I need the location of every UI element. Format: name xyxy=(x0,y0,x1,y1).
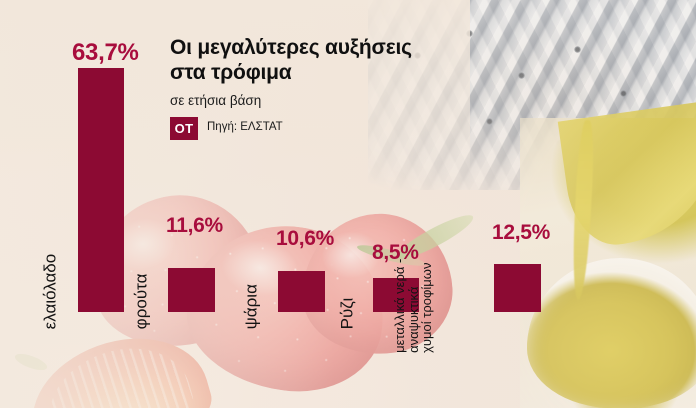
bar-value-nera-anapsyktika-chymoi: 12,5% xyxy=(492,221,551,244)
bar-nera-anapsyktika-chymoi xyxy=(494,264,541,312)
header: Οι μεγαλύτερες αυξήσεις στα τρόφιμα σε ε… xyxy=(170,36,480,140)
bar-label-elaiolado: ελαιόλαδο xyxy=(40,253,60,330)
bar-label-frouta: φρούτα xyxy=(131,273,151,330)
ot-logo: OT xyxy=(170,116,198,140)
bar-elaiolado xyxy=(78,68,124,312)
page-title: Οι μεγαλύτερες αυξήσεις στα τρόφιμα xyxy=(170,36,480,85)
bar-value-psaria: 10,6% xyxy=(276,227,335,250)
subtitle: σε ετήσια βάση xyxy=(170,93,262,109)
bar-psaria xyxy=(278,271,325,312)
bar-value-elaiolado: 63,7% xyxy=(72,39,139,66)
bar-frouta xyxy=(168,268,215,312)
title-line-1: Οι μεγαλύτερες αυξήσεις xyxy=(170,36,412,59)
title-line-2: στα τρόφιμα xyxy=(170,60,292,84)
bar-label-nera-anapsyktika-chymoi: μεταλλικά νερά - αναψυκτικά χυμοί τροφίμ… xyxy=(392,258,435,353)
bar-value-ryzi: 8,5% xyxy=(372,241,419,264)
bar-ryzi xyxy=(373,278,419,312)
bar-label-line-1: μεταλλικά νερά - xyxy=(392,258,408,353)
bar-label-line-3: χυμοί τροφίμων xyxy=(419,262,435,353)
bar-label-line-2: αναψυκτικά xyxy=(405,286,421,353)
source-label: Πηγή: ΕΛΣΤΑΤ xyxy=(207,121,283,134)
bar-value-frouta: 11,6% xyxy=(166,214,223,237)
bar-label-ryzi: Ρύζι xyxy=(337,297,357,330)
source-row: OT Πηγή: ΕΛΣΤΑΤ xyxy=(170,116,480,140)
bar-label-psaria: ψάρια xyxy=(241,284,261,330)
